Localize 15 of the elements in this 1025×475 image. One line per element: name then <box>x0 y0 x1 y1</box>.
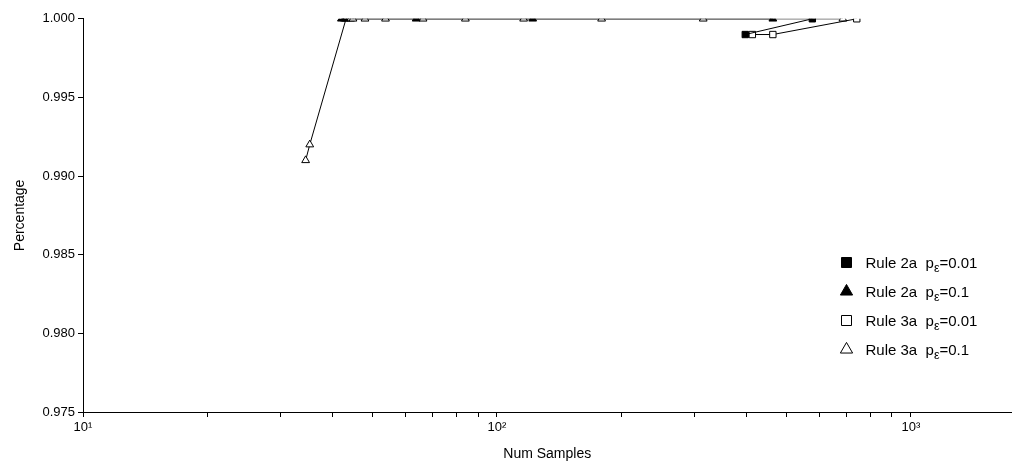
y-tick-label: 1.000 <box>42 10 75 26</box>
y-tick-label: 0.980 <box>42 324 75 340</box>
legend-label: Rule 2a p$_{ε}$=0.01 <box>865 253 978 277</box>
legend-label: Rule 3a p$_{ε}$=0.01 <box>865 311 978 335</box>
y-tick-label: 0.985 <box>42 246 75 262</box>
y-tick-label: 0.990 <box>42 167 75 183</box>
x-tick-label: 10¹ <box>73 419 94 435</box>
legend-label: Rule 2a p$_{ε}$=0.1 <box>865 282 970 306</box>
legend-label: Rule 3a p$_{ε}$=0.1 <box>865 340 970 364</box>
y-tick-label: 0.975 <box>42 403 75 419</box>
x-tick-label: 10² <box>487 419 508 435</box>
y-axis-title: Percentage <box>11 179 28 252</box>
x-tick-label: 10³ <box>901 419 921 435</box>
y-tick-label: 0.995 <box>42 89 75 105</box>
x-axis-title: Num Samples <box>503 445 592 462</box>
